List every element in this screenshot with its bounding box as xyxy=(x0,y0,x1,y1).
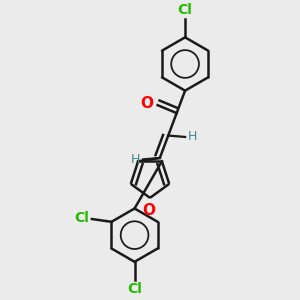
Text: Cl: Cl xyxy=(127,282,142,296)
Text: H: H xyxy=(188,130,197,143)
Text: H: H xyxy=(131,153,140,166)
Text: Cl: Cl xyxy=(75,212,90,226)
Text: Cl: Cl xyxy=(178,3,193,17)
Text: O: O xyxy=(142,203,155,218)
Text: O: O xyxy=(140,96,153,111)
